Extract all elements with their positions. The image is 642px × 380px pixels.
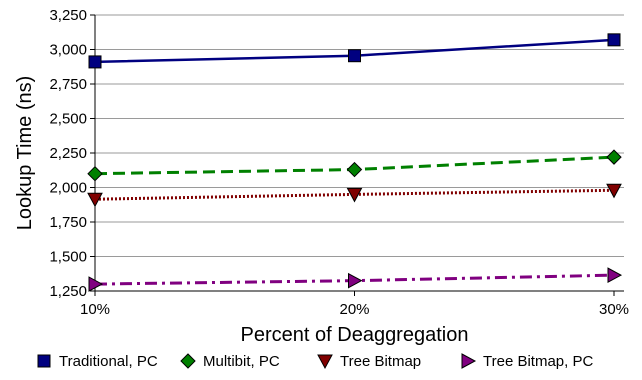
series-2 bbox=[87, 149, 622, 182]
legend-label: Tree Bitmap bbox=[340, 353, 421, 370]
series-4 bbox=[88, 267, 623, 292]
data-point bbox=[87, 192, 103, 208]
legend: Traditional, PC Multibit, PC Tree Bitmap Tr… bbox=[37, 353, 593, 370]
y-tick-label: 3,250 bbox=[49, 7, 87, 24]
x-tick-label: 30% bbox=[599, 301, 629, 318]
data-point bbox=[87, 165, 103, 182]
x-tick-labels: 10% 20% 30% bbox=[80, 291, 629, 318]
legend-marker bbox=[317, 354, 333, 370]
y-tick-label: 2,250 bbox=[49, 145, 87, 162]
legend-marker bbox=[180, 353, 196, 369]
data-series bbox=[87, 33, 623, 292]
legend-label: Tree Bitmap, PC bbox=[483, 353, 593, 370]
data-point bbox=[346, 187, 363, 203]
y-tick-labels: 1,250 1,500 1,750 2,000 2,250 2,500 2,750 3,000… bbox=[49, 7, 95, 300]
legend-item: Traditional, PC bbox=[37, 353, 158, 370]
x-axis-title: Percent of Deaggregation bbox=[241, 324, 469, 346]
data-point bbox=[346, 161, 363, 178]
series-1 bbox=[88, 33, 621, 69]
x-tick-label: 10% bbox=[80, 301, 110, 318]
data-point bbox=[606, 149, 622, 165]
gridlines bbox=[95, 14, 624, 257]
legend-item: Multibit, PC bbox=[180, 353, 280, 370]
y-tick-label: 3,000 bbox=[49, 42, 87, 59]
data-point bbox=[348, 272, 363, 289]
legend-item: Tree Bitmap, PC bbox=[461, 353, 593, 370]
y-tick-label: 1,500 bbox=[49, 249, 87, 266]
y-tick-label: 2,000 bbox=[49, 180, 87, 197]
data-point bbox=[348, 49, 361, 63]
legend-item: Tree Bitmap bbox=[317, 353, 421, 370]
data-point bbox=[607, 33, 621, 47]
y-tick-label: 2,500 bbox=[49, 111, 87, 128]
legend-label: Multibit, PC bbox=[203, 353, 280, 370]
data-point bbox=[88, 276, 104, 292]
series-line bbox=[94, 188, 615, 201]
legend-marker bbox=[461, 353, 477, 369]
y-tick-label: 1,750 bbox=[49, 214, 87, 231]
legend-marker bbox=[37, 354, 51, 368]
data-point bbox=[88, 55, 102, 69]
x-tick-label: 20% bbox=[339, 301, 369, 318]
y-tick-label: 1,250 bbox=[49, 283, 87, 300]
y-axis-title: Lookup Time (ns) bbox=[14, 76, 36, 231]
data-point bbox=[606, 183, 622, 199]
y-tick-label: 2,750 bbox=[49, 76, 87, 93]
legend-label: Traditional, PC bbox=[59, 353, 158, 370]
data-point bbox=[607, 267, 623, 283]
series-3 bbox=[87, 183, 622, 208]
